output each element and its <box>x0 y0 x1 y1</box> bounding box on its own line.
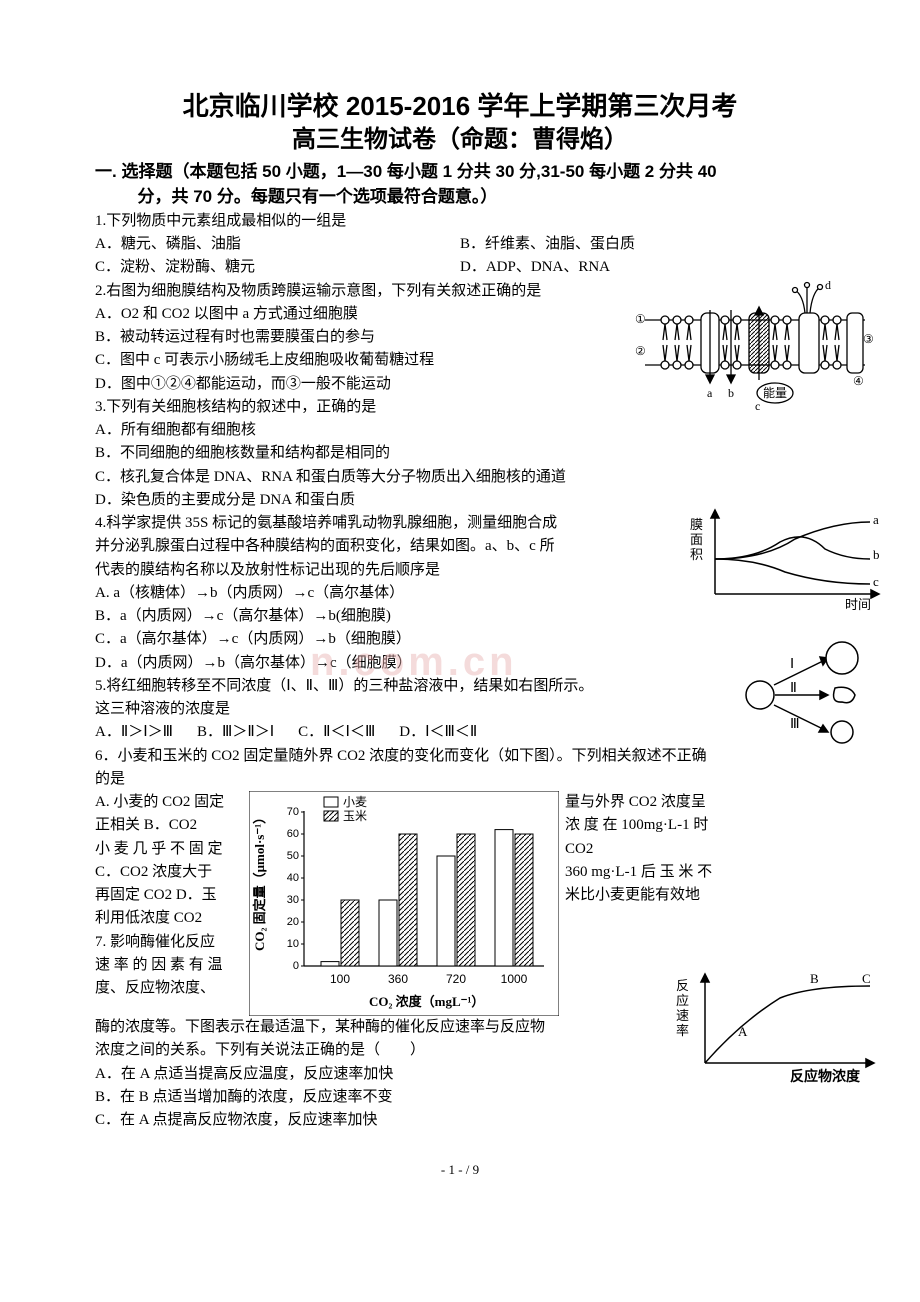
q6-c2-right: 米比小麦更能有效地 <box>565 884 735 907</box>
q5-stem-2: 这三种溶液的浓度是 <box>95 698 675 721</box>
svg-text:30: 30 <box>287 894 299 906</box>
area-chart-series-a: a <box>873 512 879 527</box>
rbc-label-3: Ⅲ <box>790 717 800 732</box>
q1-stem: 1.下列物质中元素组成最相似的一组是 <box>95 210 825 233</box>
membrane-label-d: d <box>825 278 831 292</box>
q6-b-right: 浓 度 在 100mg·L-1 时 <box>565 814 735 837</box>
q1-opt-a: A．糖元、磷脂、油脂 <box>95 233 460 256</box>
svg-text:60: 60 <box>287 828 299 840</box>
membrane-label-energy: 能量 <box>763 386 787 400</box>
membrane-label-a: a <box>707 386 713 400</box>
membrane-label-b: b <box>728 386 734 400</box>
bar-xlabel: CO₂ 浓度（mgL⁻¹） <box>369 994 484 1009</box>
area-chart-ylabel-2: 面 <box>690 532 703 547</box>
section-1-heading: 一. 选择题（本题包括 50 小题，1—30 每小题 1 分共 30 分,31-… <box>95 159 825 210</box>
q6-b-pre: 正相关 B．CO2 <box>95 814 245 837</box>
enzyme-xlabel: 反应物浓度 <box>790 1068 861 1085</box>
svg-text:0: 0 <box>293 960 299 972</box>
bar-x-1000: 1000 <box>501 972 528 986</box>
q1-opt-c: C．淀粉、淀粉酶、糖元 <box>95 256 460 279</box>
q6-c-left: C．CO2 浓度大于 <box>95 861 245 884</box>
q3-opt-b: B．不同细胞的细胞核数量和结构都是相同的 <box>95 442 825 465</box>
enzyme-ylabel-3: 速 <box>676 1008 689 1023</box>
co2-bar-chart: 0 10 20 30 40 50 60 70 <box>249 791 559 1016</box>
membrane-label-c: c <box>755 399 760 413</box>
svg-text:20: 20 <box>287 916 299 928</box>
q4-opt-c: C．a（高尔基体）→c（内质网）→b（细胞膜） <box>95 628 605 651</box>
enzyme-point-b: B <box>810 971 819 986</box>
rbc-label-2: Ⅱ <box>790 681 797 696</box>
q6-b2-left: 小 麦 几 乎 不 固 定 <box>95 838 245 861</box>
membrane-area-chart: 膜 面 积 时间 a b c <box>685 504 885 614</box>
q7-stem-3: 度、反应物浓度、 <box>95 977 245 1000</box>
bar-x-360: 360 <box>388 972 408 986</box>
enzyme-ylabel-2: 应 <box>676 993 689 1008</box>
svg-text:50: 50 <box>287 850 299 862</box>
membrane-label-4: ④ <box>853 374 864 388</box>
rbc-diagram: Ⅰ Ⅱ Ⅲ <box>730 640 870 750</box>
q5-stem-1: 5.将红细胞转移至不同浓度（Ⅰ、Ⅱ、Ⅲ）的三种盐溶液中，结果如右图所示。 <box>95 675 675 698</box>
area-chart-ylabel-1: 膜 <box>690 517 703 532</box>
q6-d-left: 利用低浓度 CO2 <box>95 907 245 930</box>
q6-a-right: 量与外界 CO2 浓度呈 <box>565 791 735 814</box>
enzyme-point-a: A <box>738 1024 748 1039</box>
q4-opt-d: D．a（内质网）→b（高尔基体）→c（细胞膜） <box>95 652 605 675</box>
section-1-line2: 分，共 70 分。每题只有一个选项最符合题意。） <box>95 184 825 210</box>
enzyme-ylabel-1: 反 <box>676 978 689 993</box>
svg-text:40: 40 <box>287 872 299 884</box>
q6-stem-2: 的是 <box>95 768 825 791</box>
area-chart-series-c: c <box>873 574 879 589</box>
svg-text:70: 70 <box>287 806 299 818</box>
enzyme-rate-chart: 反 应 速 率 A B C 反应物浓度 <box>670 968 880 1088</box>
q5-opt-c: C．Ⅱ＜Ⅰ＜Ⅲ <box>298 721 375 744</box>
legend-wheat: 小麦 <box>343 795 367 809</box>
rbc-label-1: Ⅰ <box>790 657 794 672</box>
q4-opt-b: B．a（内质网）→c（高尔基体）→b(细胞膜) <box>95 605 605 628</box>
q7-stem-1: 7. 影响酶催化反应 <box>95 931 245 954</box>
bar-x-720: 720 <box>446 972 466 986</box>
q6-stem-1: 6．小麦和玉米的 CO2 固定量随外界 CO2 浓度的变化而变化（如下图）。下列… <box>95 745 825 768</box>
legend-corn: 玉米 <box>343 809 367 823</box>
q6-b2-right: CO2 <box>565 838 735 861</box>
q7-opt-a: A．在 A 点适当提高反应温度，反应速率加快 <box>95 1063 595 1086</box>
q5-opt-a: A．Ⅱ＞Ⅰ＞Ⅲ <box>95 721 173 744</box>
q4-stem-3: 代表的膜结构名称以及放射性标记出现的先后顺序是 <box>95 559 605 582</box>
membrane-label-1: ① <box>635 312 646 326</box>
q3-opt-a: A．所有细胞都有细胞核 <box>95 419 825 442</box>
q1-opt-b: B．纤维素、油脂、蛋白质 <box>460 233 635 256</box>
area-chart-ylabel-3: 积 <box>690 547 703 562</box>
q5-opt-d: D．Ⅰ＜Ⅲ＜Ⅱ <box>399 721 477 744</box>
q7-stem-2: 速 率 的 因 素 有 温 <box>95 954 245 977</box>
area-chart-xlabel: 时间 <box>845 597 871 612</box>
enzyme-ylabel-4: 率 <box>676 1023 689 1038</box>
membrane-label-3: ③ <box>863 332 874 346</box>
q1-opt-d: D．ADP、DNA、RNA <box>460 256 610 279</box>
enzyme-point-c: C <box>862 971 871 986</box>
q4-opt-a: A. a（核糖体）→b（内质网）→c（高尔基体） <box>95 582 605 605</box>
exam-subtitle: 高三生物试卷（命题：曹得焰） <box>95 124 825 155</box>
svg-text:10: 10 <box>287 938 299 950</box>
q7-opt-c: C．在 A 点提高反应物浓度，反应速率加快 <box>95 1109 595 1132</box>
bar-x-100: 100 <box>330 972 350 986</box>
q7-stem-5: 浓度之间的关系。下列有关说法正确的是（ ） <box>95 1039 595 1062</box>
q6-a-left: A. 小麦的 CO2 固定 <box>95 791 245 814</box>
q7-stem-4: 酶的浓度等。下图表示在最适温下，某种酶的催化反应速率与反应物 <box>95 1016 595 1039</box>
q7-opt-b: B．在 B 点适当增加酶的浓度，反应速率不变 <box>95 1086 595 1109</box>
membrane-diagram: ① ② ③ ④ a b c d 能量 <box>615 275 875 420</box>
q6-c2-left: 再固定 CO2 D．玉 <box>95 884 245 907</box>
q6-c-right: 360 mg·L-1 后 玉 米 不 <box>565 861 735 884</box>
area-chart-series-b: b <box>873 547 880 562</box>
section-1-line1: 一. 选择题（本题包括 50 小题，1—30 每小题 1 分共 30 分,31-… <box>95 162 717 181</box>
bar-ylabel: CO₂ 固定量（μmol·s⁻¹） <box>252 811 267 951</box>
q3-opt-c: C．核孔复合体是 DNA、RNA 和蛋白质等大分子物质出入细胞核的通道 <box>95 466 825 489</box>
q4-stem-1: 4.科学家提供 35S 标记的氨基酸培养哺乳动物乳腺细胞，测量细胞合成 <box>95 512 605 535</box>
membrane-label-2: ② <box>635 344 646 358</box>
exam-title: 北京临川学校 2015-2016 学年上学期第三次月考 <box>95 90 825 124</box>
q4-stem-2: 并分泌乳腺蛋白过程中各种膜结构的面积变化，结果如图。a、b、c 所 <box>95 535 605 558</box>
q5-opt-b: B．Ⅲ＞Ⅱ＞Ⅰ <box>197 721 274 744</box>
page-footer: - 1 - / 9 <box>95 1162 825 1178</box>
